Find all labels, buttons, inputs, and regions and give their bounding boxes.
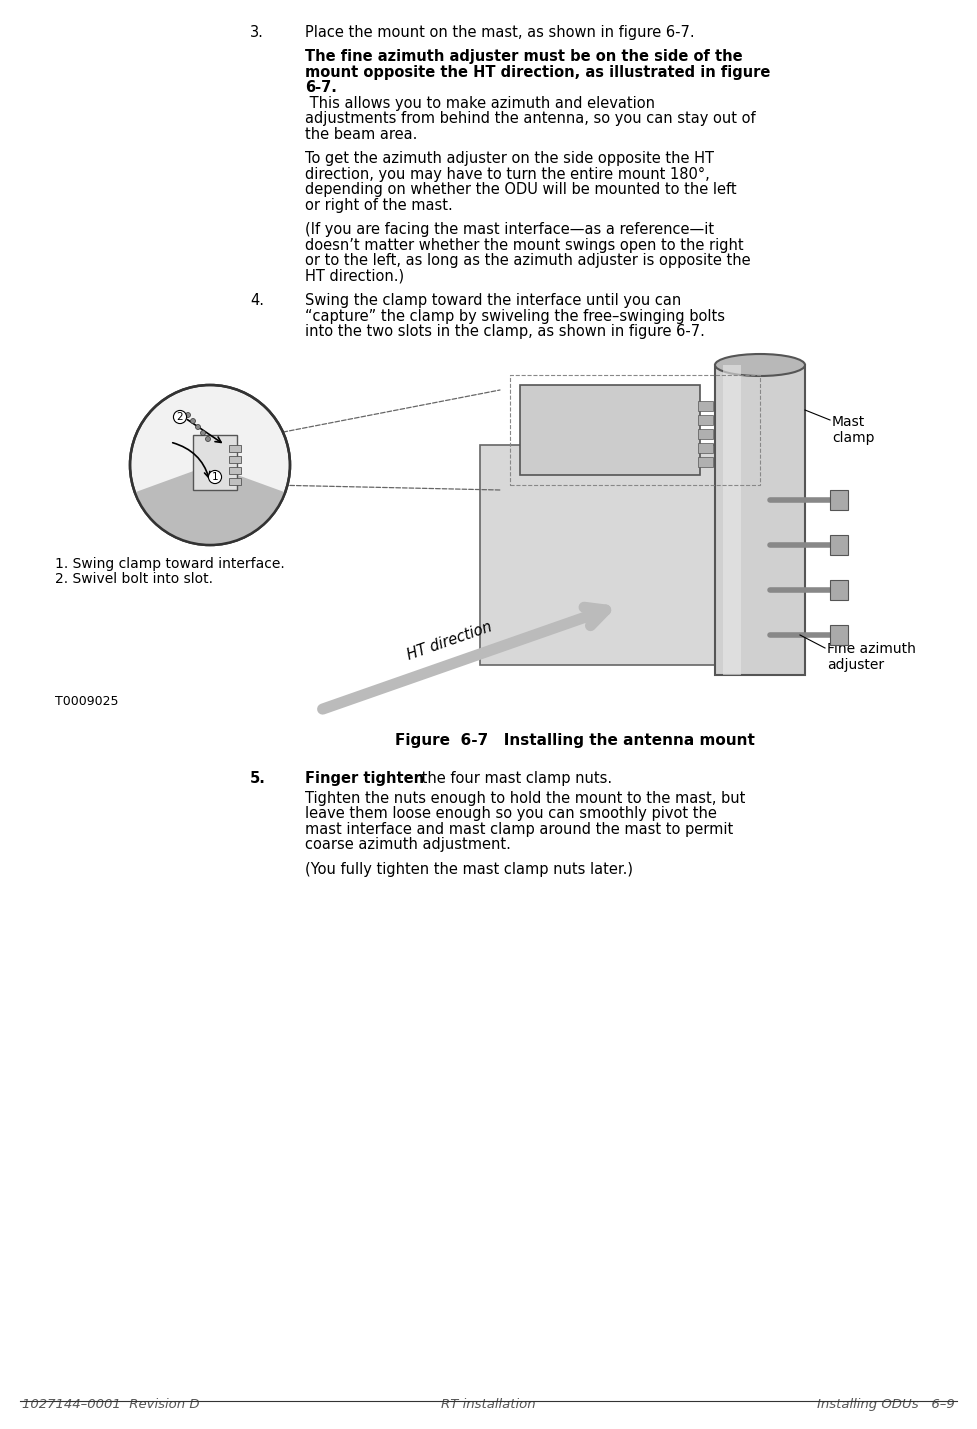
Text: mount opposite the HT direction, as illustrated in figure: mount opposite the HT direction, as illu… [305,64,771,80]
FancyBboxPatch shape [830,534,848,554]
Text: HT direction.): HT direction.) [305,269,404,284]
Text: Tighten the nuts enough to hold the mount to the mast, but: Tighten the nuts enough to hold the moun… [305,792,745,806]
FancyBboxPatch shape [698,429,713,439]
FancyBboxPatch shape [193,434,237,490]
Text: adjustments from behind the antenna, so you can stay out of: adjustments from behind the antenna, so … [305,111,755,127]
Text: coarse azimuth adjustment.: coarse azimuth adjustment. [305,837,511,853]
FancyBboxPatch shape [229,444,241,452]
FancyBboxPatch shape [520,384,700,474]
Text: 1: 1 [212,472,218,482]
Text: direction, you may have to turn the entire mount 180°,: direction, you may have to turn the enti… [305,167,709,181]
FancyBboxPatch shape [723,364,741,674]
Text: depending on whether the ODU will be mounted to the left: depending on whether the ODU will be mou… [305,183,737,197]
Circle shape [200,430,205,436]
Text: 3.: 3. [250,24,264,40]
Circle shape [191,419,195,423]
Text: Place the mount on the mast, as shown in figure 6-7.: Place the mount on the mast, as shown in… [305,24,695,40]
Text: Fine azimuth
adjuster: Fine azimuth adjuster [827,642,915,672]
FancyBboxPatch shape [698,457,713,467]
Text: The fine azimuth adjuster must be on the side of the: The fine azimuth adjuster must be on the… [305,50,743,64]
FancyBboxPatch shape [830,490,848,510]
FancyBboxPatch shape [229,456,241,463]
Circle shape [195,424,200,430]
Text: Installing ODUs   6–9: Installing ODUs 6–9 [817,1398,955,1410]
FancyBboxPatch shape [830,580,848,600]
Text: To get the azimuth adjuster on the side opposite the HT: To get the azimuth adjuster on the side … [305,151,714,167]
Text: doesn’t matter whether the mount swings open to the right: doesn’t matter whether the mount swings … [305,239,743,253]
Text: 1027144–0001  Revision D: 1027144–0001 Revision D [22,1398,199,1410]
Text: This allows you to make azimuth and elevation: This allows you to make azimuth and elev… [305,96,655,111]
Text: RT installation: RT installation [442,1398,535,1410]
FancyBboxPatch shape [698,443,713,453]
Text: Swing the clamp toward the interface until you can: Swing the clamp toward the interface unt… [305,293,681,309]
Ellipse shape [715,354,805,376]
Circle shape [205,436,210,442]
Text: Installing the antenna mount: Installing the antenna mount [488,733,755,747]
Text: the four mast clamp nuts.: the four mast clamp nuts. [417,772,613,786]
FancyBboxPatch shape [715,364,805,674]
Text: Mast
clamp: Mast clamp [832,414,874,446]
FancyBboxPatch shape [698,402,713,412]
Circle shape [130,384,290,544]
Text: Finger tighten: Finger tighten [305,772,424,786]
Text: 4.: 4. [250,293,264,309]
Text: mast interface and mast clamp around the mast to permit: mast interface and mast clamp around the… [305,822,734,837]
Text: “capture” the clamp by swiveling the free–swinging bolts: “capture” the clamp by swiveling the fre… [305,309,725,324]
Text: T0009025: T0009025 [55,694,118,707]
Circle shape [186,413,191,417]
Text: 5.: 5. [250,772,266,786]
Text: Figure  6-7: Figure 6-7 [396,733,488,747]
Wedge shape [135,464,285,544]
Text: leave them loose enough so you can smoothly pivot the: leave them loose enough so you can smoot… [305,806,717,822]
FancyBboxPatch shape [229,477,241,484]
FancyBboxPatch shape [698,414,713,424]
Text: 1. Swing clamp toward interface.: 1. Swing clamp toward interface. [55,557,284,572]
FancyBboxPatch shape [229,467,241,474]
Text: HT direction: HT direction [405,619,494,663]
Text: 2. Swivel bolt into slot.: 2. Swivel bolt into slot. [55,573,213,586]
Text: into the two slots in the clamp, as shown in figure 6-7.: into the two slots in the clamp, as show… [305,324,704,340]
FancyBboxPatch shape [480,444,770,664]
Text: (You fully tighten the mast clamp nuts later.): (You fully tighten the mast clamp nuts l… [305,862,633,877]
Text: 6-7.: 6-7. [305,80,337,96]
Text: or right of the mast.: or right of the mast. [305,199,452,213]
Text: 2: 2 [177,412,184,422]
Text: or to the left, as long as the azimuth adjuster is opposite the: or to the left, as long as the azimuth a… [305,253,750,269]
Text: the beam area.: the beam area. [305,127,417,141]
Text: (If you are facing the mast interface—as a reference—it: (If you are facing the mast interface—as… [305,223,714,237]
FancyBboxPatch shape [830,624,848,644]
